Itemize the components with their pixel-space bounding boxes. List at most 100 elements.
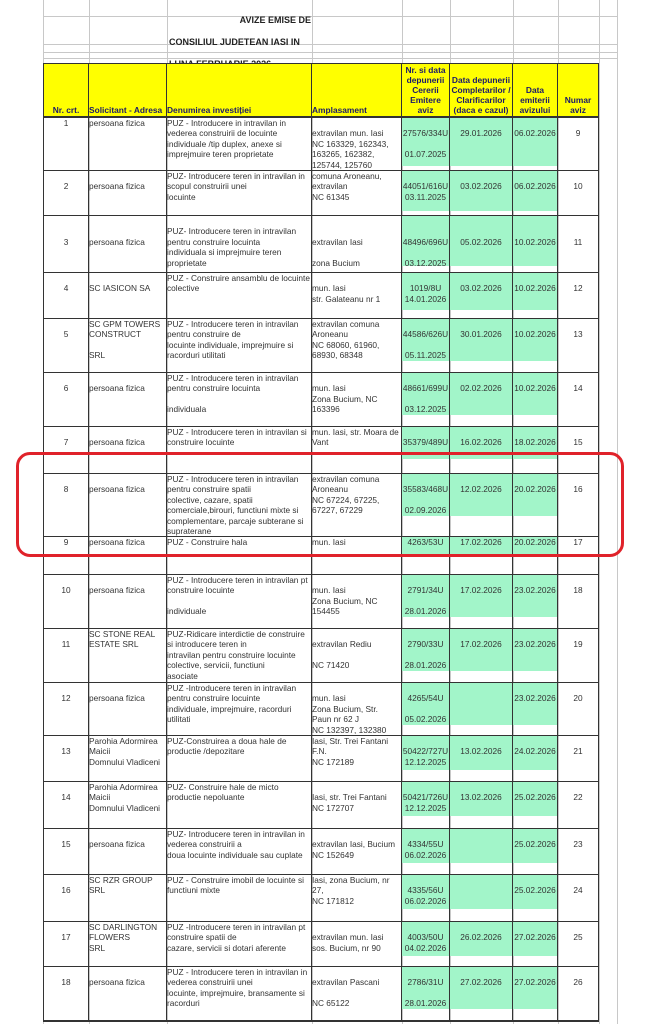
- cell-solicitant: Parohia Adormirea Maicii Domnului Vladic…: [89, 736, 167, 781]
- denumire-text: PUZ- Introducere teren in intravilan pen…: [167, 226, 297, 268]
- cell-cerere: 4335/56U 06.02.2026: [402, 875, 450, 921]
- green-highlight: [513, 683, 557, 725]
- amplasament-text: comuna Aroneanu, extravilan NC 61345: [312, 171, 382, 202]
- green-highlight: [402, 922, 449, 956]
- cell-solicitant: persoana fizica: [89, 829, 167, 874]
- numar-text: 19: [573, 639, 583, 650]
- nr-text: 11: [61, 639, 71, 650]
- cerere-text: 35379/489U: [402, 437, 449, 448]
- cell-cerere: 44586/626U 05.11.2025: [402, 319, 450, 372]
- cell-solicitant: persoana fizica: [89, 575, 167, 628]
- denumire-text: PUZ - Construire imobil de locuinte si f…: [167, 875, 304, 896]
- cell-numar: 14: [558, 373, 599, 426]
- solicitant-text: persoana fizica: [89, 839, 145, 850]
- cell-solicitant: persoana fizica: [89, 683, 167, 735]
- cell-cerere: 2790/33U 28.01.2026: [402, 629, 450, 682]
- cell-numar: 11: [558, 216, 599, 272]
- cell-numar: 23: [558, 829, 599, 874]
- green-highlight: [513, 216, 557, 266]
- cell-emitere: 25.02.2026: [513, 875, 558, 921]
- green-highlight: [402, 537, 449, 557]
- denumire-text: PUZ -Introducere teren in intravilan pen…: [167, 683, 297, 725]
- cerere-text: 2790/33U 28.01.2026: [404, 639, 447, 671]
- green-highlight: [450, 629, 512, 671]
- nr-text: 4: [63, 283, 69, 294]
- cell-emitere: 25.02.2026: [513, 782, 558, 828]
- cell-amplasament: extravilan comuna Aroneanu NC 68060, 619…: [312, 319, 402, 372]
- green-highlight: [513, 875, 557, 909]
- cell-solicitant: SC RZR GROUP SRL: [89, 875, 167, 921]
- solicitant-text: Parohia Adormirea Maicii Domnului Vladic…: [89, 736, 161, 767]
- cell-amplasament: extravilan mun. Iasi sos. Bucium, nr 90: [312, 922, 402, 966]
- cell-numar: 25: [558, 922, 599, 966]
- solicitant-text: SC GPM TOWERS CONSTRUCT SRL: [89, 319, 161, 361]
- green-highlight: [450, 474, 512, 516]
- cell-cerere: 35583/468U 02.09.2026: [402, 474, 450, 536]
- numar-text: 25: [573, 932, 583, 943]
- cell-completari: 02.02.2026: [450, 373, 513, 426]
- green-highlight: [402, 967, 449, 1009]
- table-row: 1 persoana fizica PUZ - Introducere in int…: [43, 117, 599, 170]
- cell-emitere: 24.02.2026: [513, 736, 558, 781]
- green-highlight: [402, 216, 449, 266]
- table-row: 16 SC RZR GROUP SRL PUZ - Construire imobi…: [43, 874, 599, 921]
- solicitant-text: persoana fizica: [89, 977, 145, 988]
- cell-completari: 29.01.2026: [450, 118, 513, 170]
- amplasament-text: extravilan mun. Iasi sos. Bucium, nr 90: [312, 932, 384, 953]
- green-highlight: [450, 736, 512, 770]
- cell-denumire: PUZ-Construirea a doua hale de productie…: [167, 736, 312, 781]
- cell-denumire: PUZ- Construire hale de micto productie …: [167, 782, 312, 828]
- amplasament-text: mun. Iasi Zona Bucium, NC 163396: [312, 383, 378, 415]
- denumire-text: PUZ - Introducere teren in intravilan pt…: [167, 575, 308, 617]
- cell-amplasament: Iasi, str. Trei Fantani NC 172707: [312, 782, 402, 828]
- completari-text: 12.02.2026: [460, 484, 502, 495]
- green-highlight: [450, 575, 512, 617]
- cell-completari: 27.02.2026: [450, 967, 513, 1020]
- solicitant-text: persoana fizica: [89, 437, 145, 448]
- table-row: 4 SC IASICON SA PUZ - Construire ansamblu…: [43, 272, 599, 318]
- cell-cerere: 4003/50U 04.02.2026: [402, 922, 450, 966]
- cerere-text: 4265/54U 05.02.2026: [404, 693, 447, 725]
- nr-text: 8: [63, 484, 69, 495]
- cell-completari: 13.02.2026: [450, 736, 513, 781]
- amplasament-text: extravilan comuna Aroneanu NC 67224, 672…: [312, 474, 380, 516]
- cell-amplasament: extravilan comuna Aroneanu NC 67224, 672…: [312, 474, 402, 536]
- cell-nr: 1: [43, 118, 89, 170]
- emitere-text: 20.02.2026: [514, 537, 556, 547]
- denumire-text: PUZ - Construire hala: [167, 537, 248, 547]
- cell-nr: 5: [43, 319, 89, 372]
- green-highlight: [402, 319, 449, 361]
- green-highlight: [402, 829, 449, 863]
- green-highlight: [450, 537, 512, 557]
- cerere-text: 50421/726U 12.12.2025: [402, 792, 449, 813]
- cell-amplasament: extravilan mun. Iasi NC 163329, 162343, …: [312, 118, 402, 170]
- cell-numar: 12: [558, 273, 599, 318]
- denumire-text: PUZ - Introducere teren in intravilan pe…: [167, 474, 304, 536]
- green-highlight: [513, 474, 557, 516]
- cell-solicitant: persoana fizica: [89, 474, 167, 536]
- nr-text: 6: [63, 383, 69, 394]
- table-row: 11 SC STONE REAL ESTATE SRL PUZ-Ridicare i…: [43, 628, 599, 682]
- green-highlight: [450, 118, 512, 166]
- green-highlight: [450, 216, 512, 266]
- cell-amplasament: mun. Iasi, str. Moara de Vant: [312, 427, 402, 473]
- cell-emitere: 27.02.2026: [513, 967, 558, 1020]
- cell-amplasament: extravilan Rediu NC 71420: [312, 629, 402, 682]
- cell-amplasament: Iasi, zona Bucium, nr 27, NC 171812: [312, 875, 402, 921]
- cell-completari: 26.02.2026: [450, 922, 513, 966]
- cell-denumire: PUZ- Introducere teren in intravilan in …: [167, 171, 312, 215]
- cell-emitere: 23.02.2026: [513, 683, 558, 735]
- green-highlight: [513, 736, 557, 770]
- solicitant-text: persoana fizica: [89, 383, 145, 394]
- cell-solicitant: persoana fizica: [89, 171, 167, 215]
- table-bottom-border: [43, 1020, 599, 1022]
- nr-text: 16: [61, 885, 71, 896]
- green-highlight: [402, 782, 449, 816]
- green-highlight: [513, 782, 557, 816]
- emitere-text: 23.02.2026: [514, 639, 556, 650]
- cell-nr: 14: [43, 782, 89, 828]
- emitere-text: 18.02.2026: [514, 437, 556, 448]
- column-header: Denumirea investiției: [167, 63, 312, 117]
- completari-text: 30.01.2026: [460, 329, 502, 340]
- cerere-text: 35583/468U 02.09.2026: [402, 484, 449, 516]
